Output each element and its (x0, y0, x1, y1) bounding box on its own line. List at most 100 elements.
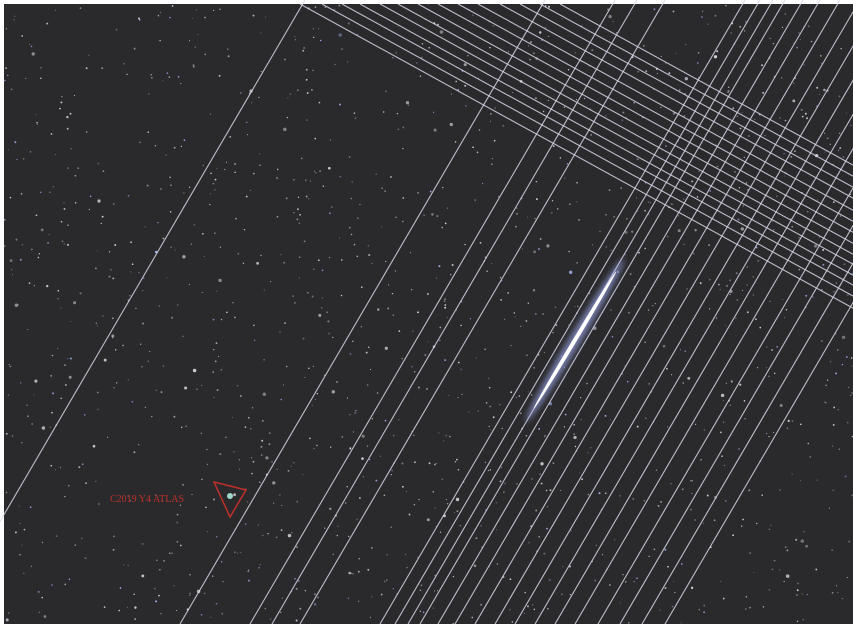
star (514, 316, 516, 318)
star (783, 152, 785, 155)
star (677, 229, 681, 233)
star (292, 295, 295, 298)
star (73, 301, 77, 305)
star (790, 217, 792, 220)
star (516, 213, 518, 215)
star (174, 249, 176, 251)
star (388, 284, 390, 286)
star (773, 559, 776, 562)
star (369, 368, 372, 371)
star (534, 217, 536, 220)
star (79, 7, 82, 9)
star (513, 312, 516, 314)
star (444, 298, 446, 301)
star (249, 189, 252, 192)
star (220, 318, 223, 321)
star (316, 444, 318, 447)
star (54, 469, 57, 471)
star (36, 123, 39, 125)
star (671, 606, 674, 608)
star (171, 5, 174, 7)
star (314, 398, 317, 401)
star (564, 413, 567, 416)
streak (477, 3, 853, 211)
star (419, 75, 422, 77)
star (573, 435, 577, 440)
star (244, 426, 247, 428)
star (509, 609, 511, 611)
star (546, 244, 550, 248)
star (138, 272, 140, 274)
star (761, 64, 763, 67)
star (216, 536, 218, 538)
star (471, 616, 474, 619)
streak-core (533, 271, 617, 409)
star (772, 42, 775, 45)
star (578, 472, 581, 474)
star (291, 532, 293, 534)
star (213, 348, 215, 351)
star (846, 577, 848, 579)
star (448, 394, 450, 396)
star (820, 55, 822, 57)
star (220, 561, 223, 563)
star (580, 419, 582, 421)
star (14, 303, 19, 307)
star (544, 434, 546, 437)
star (244, 523, 247, 525)
star (678, 89, 681, 91)
star (771, 349, 773, 351)
star (547, 99, 549, 102)
star (714, 14, 717, 17)
star (805, 544, 808, 548)
star (548, 5, 550, 8)
star (280, 398, 282, 401)
star (275, 536, 278, 539)
star (525, 435, 528, 437)
star (40, 191, 42, 193)
star (648, 383, 650, 385)
star (814, 244, 817, 248)
star (521, 248, 523, 250)
star (383, 494, 386, 497)
star (729, 279, 731, 282)
star (512, 92, 514, 94)
star (702, 10, 704, 12)
star (157, 14, 160, 17)
star (328, 212, 331, 215)
star (133, 451, 136, 454)
star (680, 349, 682, 351)
star (443, 300, 446, 302)
star (822, 263, 825, 266)
star (832, 423, 835, 426)
star (182, 483, 185, 486)
star (455, 497, 460, 502)
star (182, 255, 186, 259)
star (63, 243, 66, 245)
star (49, 426, 51, 428)
star (27, 329, 29, 331)
star (51, 411, 53, 414)
star (362, 476, 364, 478)
star (445, 499, 447, 501)
star (755, 522, 758, 525)
star (5, 432, 8, 435)
star (437, 23, 439, 26)
streak (179, 0, 546, 624)
star (605, 246, 608, 248)
star (252, 14, 255, 17)
star (384, 190, 386, 192)
star (424, 354, 427, 356)
star (176, 521, 179, 524)
star (510, 391, 513, 394)
star (636, 425, 639, 428)
star (552, 331, 554, 334)
star (576, 201, 578, 203)
star (38, 253, 41, 255)
star (216, 167, 218, 169)
star (289, 93, 291, 95)
star (339, 103, 341, 106)
star (216, 389, 219, 392)
star (782, 299, 784, 300)
star (816, 479, 818, 481)
